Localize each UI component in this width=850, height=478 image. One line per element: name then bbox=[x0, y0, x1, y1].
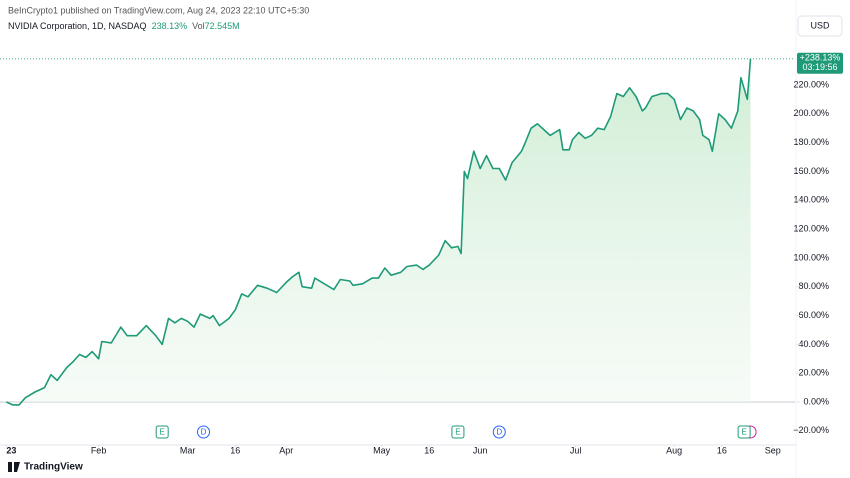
x-tick-label: May bbox=[373, 445, 391, 455]
x-tick-label: 16 bbox=[717, 445, 727, 455]
last-value-label: +238.13% bbox=[800, 53, 841, 63]
y-tick-label: 80.00% bbox=[798, 281, 829, 291]
x-tick-label: Mar bbox=[180, 445, 196, 455]
symbol: NVIDIA Corporation, 1D, NASDAQ bbox=[8, 21, 147, 31]
event-label: D bbox=[201, 428, 207, 437]
y-tick-label: −20.00% bbox=[793, 425, 829, 435]
event-label: D bbox=[496, 428, 502, 437]
currency-button[interactable] bbox=[797, 15, 843, 37]
event-marker bbox=[197, 425, 211, 439]
x-tick-label: 23 bbox=[6, 445, 16, 455]
area-fill bbox=[6, 58, 751, 405]
event-label: E bbox=[455, 428, 460, 437]
vol: 72.545M bbox=[205, 21, 240, 31]
event-label: E bbox=[741, 428, 746, 437]
x-tick-label: 16 bbox=[424, 445, 434, 455]
vol-label: Vol bbox=[192, 21, 205, 31]
y-tick-label: 60.00% bbox=[798, 310, 829, 320]
y-tick-label: 180.00% bbox=[793, 137, 829, 147]
x-tick-label: Apr bbox=[279, 445, 293, 455]
y-tick-label: 120.00% bbox=[793, 223, 829, 233]
legend: NVIDIA Corporation, 1D, NASDAQ 238.13% Vol… bbox=[8, 21, 240, 31]
change: 238.13% bbox=[152, 21, 188, 31]
event-marker bbox=[451, 425, 465, 439]
x-tick-label: 16 bbox=[230, 445, 240, 455]
y-tick-label: 220.00% bbox=[793, 79, 829, 89]
y-tick-label: 0.00% bbox=[803, 396, 829, 406]
tv-logo bbox=[8, 462, 20, 472]
plot: −20.00% 0.00% 20.00% 40.00% 60.00% 80.00% 100.… bbox=[0, 58, 829, 455]
event-marker bbox=[737, 425, 751, 439]
x-tick-label: Aug bbox=[666, 445, 682, 455]
currency[interactable]: USD bbox=[810, 20, 830, 30]
event-label: E bbox=[160, 428, 165, 437]
x-tick-label: Jun bbox=[473, 445, 488, 455]
x-tick-label: Feb bbox=[91, 445, 107, 455]
y-tick-label: 160.00% bbox=[793, 166, 829, 176]
brand: TradingView bbox=[24, 462, 83, 473]
x-tick-label: Jul bbox=[570, 445, 582, 455]
y-tick-label: 100.00% bbox=[793, 252, 829, 262]
line bbox=[6, 58, 752, 406]
y-tick-label: 140.00% bbox=[793, 195, 829, 205]
last-value-box bbox=[797, 52, 843, 74]
publisher: BeInCrypto1 published on TradingView.com… bbox=[8, 5, 309, 15]
y-tick-label: 20.00% bbox=[798, 368, 829, 378]
event-marker bbox=[155, 425, 169, 439]
countdown: 03:19:56 bbox=[802, 62, 837, 72]
y-tick-label: 200.00% bbox=[793, 108, 829, 118]
event-marker bbox=[492, 425, 506, 439]
y-tick-label: 40.00% bbox=[798, 339, 829, 349]
x-tick-label: Sep bbox=[765, 445, 781, 455]
